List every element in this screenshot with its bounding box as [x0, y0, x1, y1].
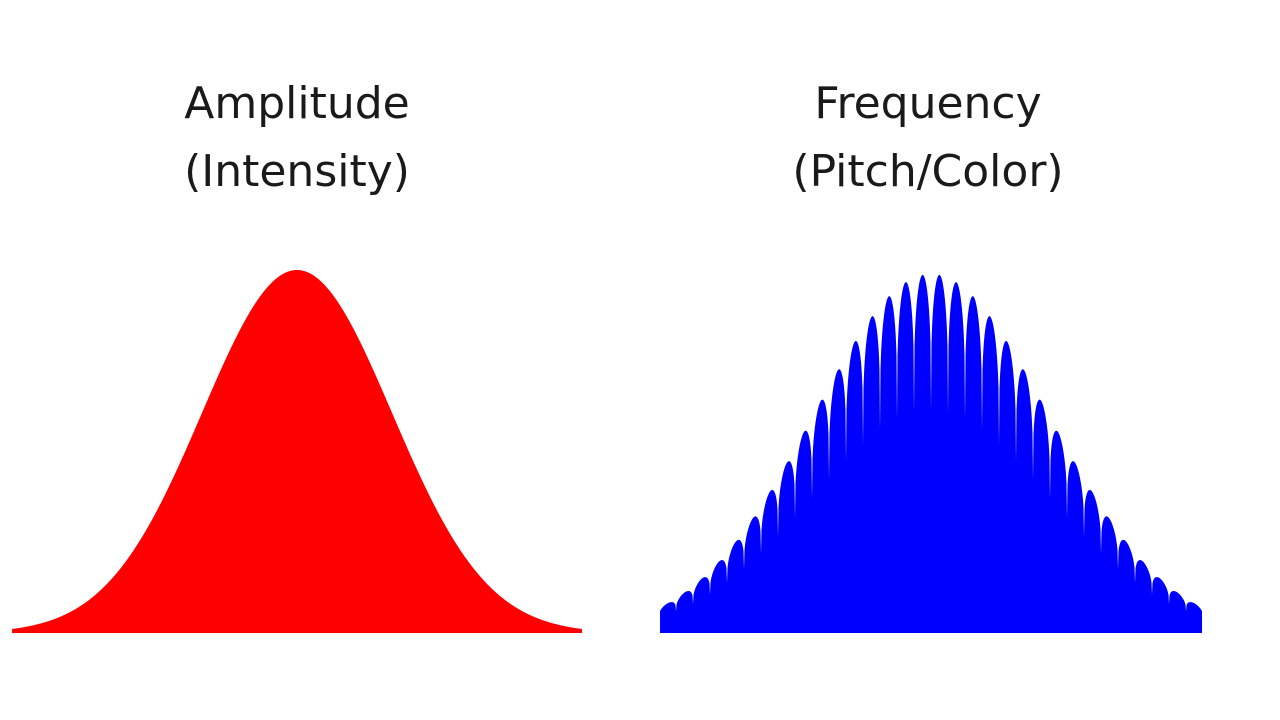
- frequency-modulated-curve: [660, 274, 1202, 633]
- frequency-title: Frequency (Pitch/Color): [728, 70, 1128, 206]
- amplitude-title-line2: (Intensity): [184, 146, 410, 197]
- amplitude-gaussian-curve: [12, 270, 582, 633]
- amplitude-title: Amplitude (Intensity): [97, 70, 497, 206]
- frequency-title-line2: (Pitch/Color): [792, 146, 1064, 197]
- amplitude-title-line1: Amplitude: [184, 78, 410, 129]
- frequency-title-line1: Frequency: [814, 78, 1042, 129]
